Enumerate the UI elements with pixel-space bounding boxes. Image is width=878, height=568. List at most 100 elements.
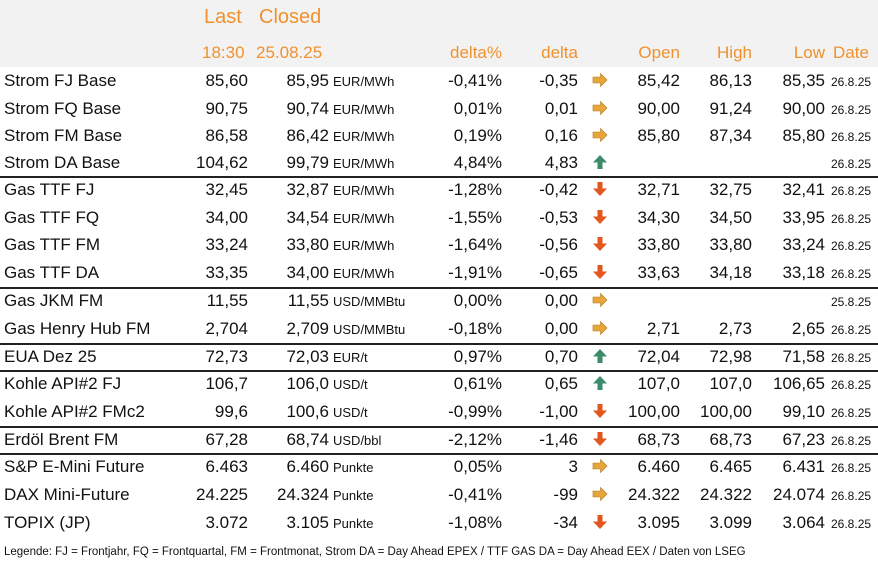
delta-percent: 0,97% — [453, 347, 502, 366]
high-value: 86,13 — [709, 71, 752, 90]
open-value: 85,80 — [637, 126, 680, 145]
high-value: 6.465 — [709, 457, 752, 476]
low-value: 33,24 — [782, 235, 825, 254]
unit: EUR/MWh — [333, 74, 395, 89]
last-value: 67,28 — [205, 430, 248, 449]
arrow-right-icon — [592, 127, 608, 143]
delta-percent: -1,91% — [448, 263, 502, 282]
arrow-right-icon — [592, 100, 608, 116]
group-divider — [0, 343, 878, 345]
open-value: 72,04 — [637, 347, 680, 366]
instrument-name: Strom FQ Base — [4, 99, 122, 118]
closed-value: 99,79 — [286, 153, 329, 172]
group-divider — [0, 426, 878, 428]
low-value: 67,23 — [782, 430, 825, 449]
table-row: Kohle API#2 FMc2 99,6 100,6 USD/t -0,99% -1,0… — [0, 398, 878, 425]
low-value: 6.431 — [782, 457, 825, 476]
date-value: 26.8.25 — [831, 378, 872, 392]
header-last-time: 18:30 — [202, 43, 245, 62]
header-date: Date — [833, 43, 869, 62]
last-value: 90,75 — [205, 99, 248, 118]
low-value: 90,00 — [782, 99, 825, 118]
date-value: 25.8.25 — [831, 295, 872, 309]
table-row: Kohle API#2 FJ 106,7 106,0 USD/t 0,61% 0,65 10… — [0, 370, 878, 397]
delta-percent: -0,18% — [448, 319, 502, 338]
delta-percent: -0,41% — [448, 485, 502, 504]
legend-footnote: Legende: FJ = Frontjahr, FQ = Frontquart… — [4, 546, 746, 558]
delta-value: 0,70 — [544, 347, 578, 366]
date-value: 26.8.25 — [831, 351, 872, 365]
date-value: 26.8.25 — [831, 103, 872, 117]
open-value: 2,71 — [646, 319, 680, 338]
arrow-right-icon — [592, 486, 608, 502]
table-row: Strom FM Base 86,58 86,42 EUR/MWh 0,19% 0,16 8… — [0, 122, 878, 149]
closed-value: 106,0 — [286, 374, 329, 393]
header-closed: Closed — [259, 6, 322, 28]
date-value: 26.8.25 — [831, 239, 872, 253]
table-row: Gas Henry Hub FM 2,704 2,709 USD/MMBtu -0,18… — [0, 315, 878, 342]
table-row: DAX Mini-Future 24.225 24.324 Punkte -0,41% -… — [0, 481, 878, 508]
date-value: 26.8.25 — [831, 489, 872, 503]
group-divider — [0, 176, 878, 178]
header-high: High — [717, 43, 752, 62]
low-value: 106,65 — [773, 374, 825, 393]
delta-value: 3 — [568, 457, 578, 476]
closed-value: 11,55 — [287, 291, 329, 310]
last-value: 2,704 — [205, 319, 248, 338]
arrow-right-icon — [592, 292, 608, 308]
unit: EUR/MWh — [333, 129, 395, 144]
date-value: 26.8.25 — [831, 75, 872, 89]
high-value: 3.099 — [709, 513, 752, 532]
high-value: 68,73 — [709, 430, 752, 449]
date-value: 26.8.25 — [831, 130, 872, 144]
delta-value: -0,56 — [539, 235, 578, 254]
high-value: 32,75 — [709, 180, 752, 199]
high-value: 2,73 — [718, 319, 752, 338]
open-value: 85,42 — [637, 71, 680, 90]
delta-percent: -1,28% — [448, 180, 502, 199]
delta-value: 0,01 — [544, 99, 578, 118]
table-row: Gas TTF FJ 32,45 32,87 EUR/MWh -1,28% -0,42 32… — [0, 176, 878, 203]
delta-value: -1,46 — [539, 430, 578, 449]
delta-value: -1,00 — [539, 402, 578, 421]
last-value: 85,60 — [205, 71, 248, 90]
unit: USD/MMBtu — [333, 294, 406, 309]
unit: USD/bbl — [333, 433, 382, 448]
delta-value: 0,00 — [544, 319, 578, 338]
date-value: 26.8.25 — [831, 406, 872, 420]
high-value: 34,50 — [709, 208, 752, 227]
delta-percent: 0,00% — [453, 291, 502, 310]
high-value: 24.322 — [700, 485, 752, 504]
closed-value: 24.324 — [277, 485, 329, 504]
table-row: Gas JKM FM 11,55 11,55 USD/MMBtu 0,00% 0,00 25… — [0, 287, 878, 314]
instrument-name: DAX Mini-Future — [4, 485, 130, 504]
delta-value: -0,53 — [539, 208, 578, 227]
arrow-down-icon — [592, 236, 608, 252]
table-row: Strom DA Base 104,62 99,79 EUR/MWh 4,84% 4,83… — [0, 149, 878, 176]
last-value: 6.463 — [205, 457, 248, 476]
instrument-name: S&P E-Mini Future — [4, 457, 145, 476]
table-header: Last Closed 18:30 25.08.25 delta% delta … — [0, 0, 878, 67]
delta-value: -0,65 — [539, 263, 578, 282]
unit: EUR/MWh — [333, 156, 395, 171]
high-value: 91,24 — [709, 99, 752, 118]
low-value: 85,80 — [782, 126, 825, 145]
arrow-down-icon — [592, 431, 608, 447]
unit: Punkte — [333, 460, 374, 475]
arrow-down-icon — [592, 514, 608, 530]
delta-value: -0,35 — [539, 71, 578, 90]
unit: EUR/MWh — [333, 183, 395, 198]
delta-value: -34 — [553, 513, 578, 532]
last-value: 11,55 — [206, 291, 248, 310]
high-value: 33,80 — [709, 235, 752, 254]
unit: USD/t — [333, 405, 368, 420]
delta-percent: 0,61% — [453, 374, 502, 393]
unit: EUR/MWh — [333, 211, 395, 226]
last-value: 86,58 — [205, 126, 248, 145]
instrument-name: Kohle API#2 FMc2 — [4, 402, 145, 421]
closed-value: 34,00 — [286, 263, 329, 282]
arrow-right-icon — [592, 458, 608, 474]
delta-value: 0,16 — [544, 126, 578, 145]
delta-percent: -1,55% — [448, 208, 502, 227]
group-divider — [0, 370, 878, 372]
